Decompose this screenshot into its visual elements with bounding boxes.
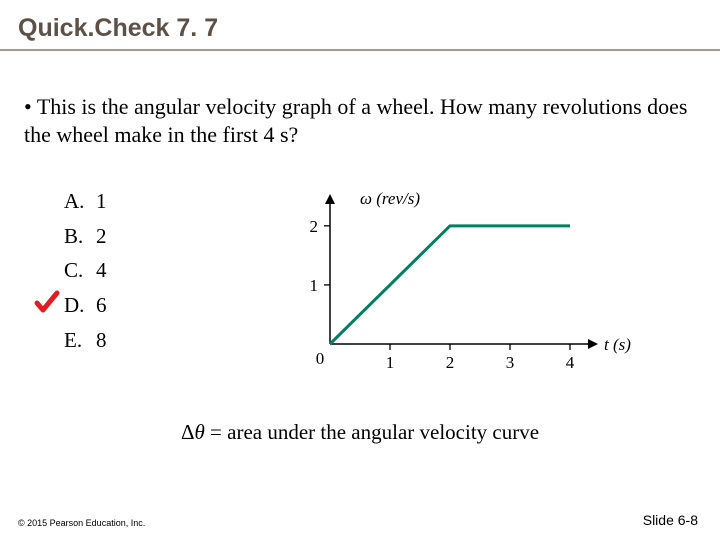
choice-letter: B.: [64, 219, 96, 254]
choice-text: 8: [96, 323, 107, 358]
checkmark-icon: [34, 290, 60, 325]
choice-letter: C.: [64, 253, 96, 288]
choice-e: E. 8: [64, 323, 270, 358]
delta-symbol: Δ: [181, 420, 195, 444]
bullet: •: [24, 94, 32, 119]
choice-d: D. 6: [64, 288, 270, 323]
content-row: A. 1 B. 2 C. 4 D. 6 E. 8 1234120ω (rev/s…: [0, 148, 720, 394]
theta-symbol: θ: [194, 420, 210, 444]
slide-number: Slide 6-8: [643, 512, 698, 528]
choice-a: A. 1: [64, 184, 270, 219]
choice-text: 4: [96, 253, 107, 288]
svg-text:0: 0: [316, 349, 325, 368]
svg-text:2: 2: [446, 353, 455, 372]
question-block: • This is the angular velocity graph of …: [0, 51, 720, 148]
choice-text: 2: [96, 219, 107, 254]
copyright-text: © 2015 Pearson Education, Inc.: [18, 518, 145, 528]
svg-text:t (s): t (s): [604, 335, 631, 354]
answer-choices: A. 1 B. 2 C. 4 D. 6 E. 8: [0, 184, 270, 394]
choice-b: B. 2: [64, 219, 270, 254]
svg-text:1: 1: [310, 276, 319, 295]
title-bar: Quick.Check 7. 7: [0, 0, 720, 51]
svg-text:3: 3: [506, 353, 515, 372]
choice-letter: D.: [64, 288, 96, 323]
svg-text:1: 1: [386, 353, 395, 372]
hint-body: = area under the angular velocity curve: [210, 420, 539, 444]
slide-title: Quick.Check 7. 7: [18, 14, 218, 42]
choice-text: 1: [96, 184, 107, 219]
choice-text: 6: [96, 288, 107, 323]
choice-c: C. 4: [64, 253, 270, 288]
svg-text:ω (rev/s): ω (rev/s): [360, 189, 420, 208]
svg-text:2: 2: [310, 217, 319, 236]
svg-text:4: 4: [566, 353, 575, 372]
angular-velocity-graph: 1 2 3 4 1 2 0 ω (rev/s) t (s): [270, 184, 650, 394]
choice-letter: E.: [64, 323, 96, 358]
question-text: This is the angular velocity graph of a …: [24, 94, 688, 147]
hint-text: Δθ = area under the angular velocity cur…: [0, 394, 720, 445]
choice-letter: A.: [64, 184, 96, 219]
